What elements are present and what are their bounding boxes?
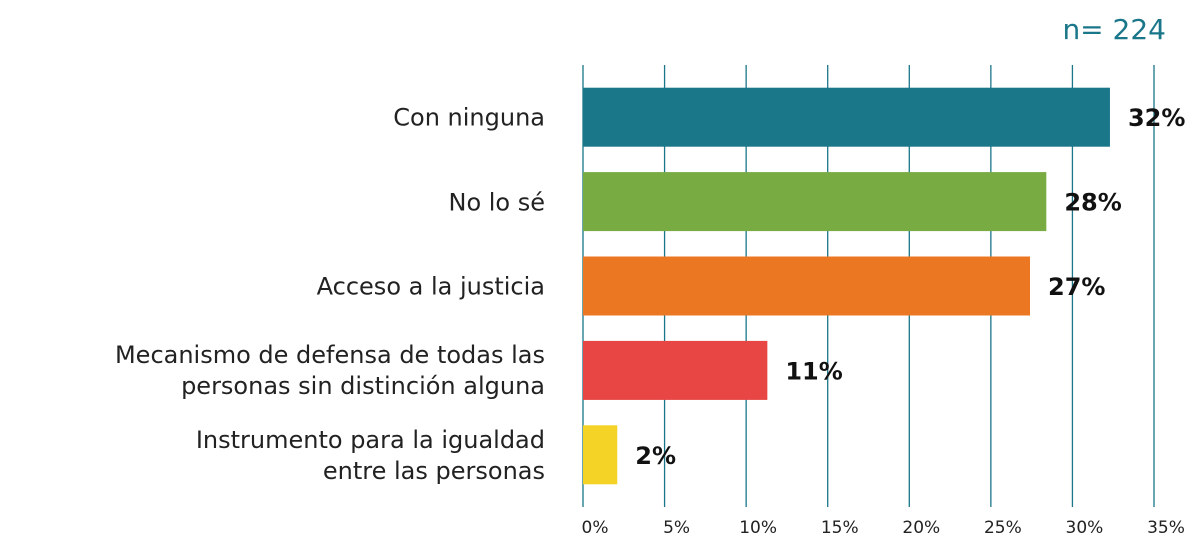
x-tick-label: 10% <box>739 518 777 538</box>
bar <box>583 340 768 400</box>
category-label: Instrumento para la igualdad entre las p… <box>195 425 545 485</box>
x-tick-label: 20% <box>902 518 940 538</box>
value-label: 28% <box>1064 189 1121 217</box>
category-label: Con ninguna <box>393 103 545 132</box>
category-label: No lo sé <box>448 188 545 217</box>
bar <box>583 172 1047 232</box>
value-label: 27% <box>1048 273 1105 301</box>
x-tick-label: 35% <box>1147 518 1185 538</box>
bar <box>583 425 618 485</box>
bar <box>583 87 1110 147</box>
sample-size: n= 224 <box>1062 13 1166 46</box>
value-label: 2% <box>635 442 676 470</box>
x-tick-label: 5% <box>663 518 690 538</box>
x-tick-label: 0% <box>582 518 609 538</box>
category-label: Mecanismo de defensa de todas las person… <box>114 341 545 401</box>
x-tick-label: 30% <box>1066 518 1104 538</box>
x-tick-label: 25% <box>984 518 1022 538</box>
x-tick-label: 15% <box>821 518 859 538</box>
value-label: 11% <box>785 357 842 385</box>
bar <box>583 256 1031 316</box>
value-label: 32% <box>1128 104 1185 132</box>
category-label: Acceso a la justicia <box>316 272 545 301</box>
